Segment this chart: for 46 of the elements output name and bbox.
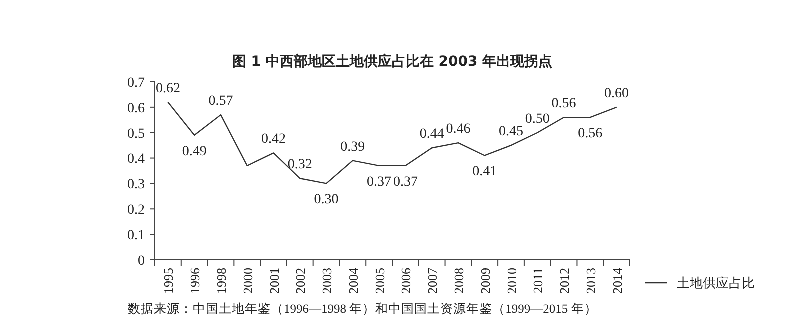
data-label: 0.45 xyxy=(499,124,524,140)
x-tick-label: 2012 xyxy=(557,268,572,294)
x-tick-label: 2004 xyxy=(346,268,361,294)
x-tick-label: 2014 xyxy=(610,268,625,294)
data-label: 0.37 xyxy=(367,174,392,190)
data-label: 0.39 xyxy=(340,140,366,155)
source-note: 数据来源：中国土地年鉴（1996—1998 年）和中国国土资源年鉴（1999—2015 年） xyxy=(128,302,598,316)
data-label: 0.42 xyxy=(262,132,286,148)
x-tick-label: 1996 xyxy=(188,268,203,294)
x-tick-label: 2006 xyxy=(398,268,414,294)
y-tick-label: 0.7 xyxy=(128,76,145,91)
data-label: 0.49 xyxy=(182,144,207,160)
y-tick-label: 0 xyxy=(138,254,145,269)
y-tick-label: 0.1 xyxy=(128,228,145,244)
y-tick-label: 0.6 xyxy=(128,101,145,116)
x-tick-label: 1995 xyxy=(161,268,176,294)
data-label: 0.32 xyxy=(288,158,312,173)
data-label: 0.57 xyxy=(208,94,234,110)
data-label: 0.50 xyxy=(525,112,550,127)
x-tick-label: 2013 xyxy=(583,268,598,294)
x-tick-label: 2005 xyxy=(372,268,388,294)
x-tick-label: 2002 xyxy=(293,268,308,294)
x-tick-label: 2001 xyxy=(266,268,282,294)
data-label: 0.30 xyxy=(314,192,339,208)
data-label: 0.44 xyxy=(420,127,444,142)
data-label: 0.62 xyxy=(156,81,180,96)
legend-label: 土地供应占比 xyxy=(677,276,755,292)
data-label: 0.56 xyxy=(552,96,576,112)
y-tick-label: 0.2 xyxy=(128,203,145,218)
data-label: 0.41 xyxy=(472,164,498,180)
x-tick-label: 2008 xyxy=(451,268,466,294)
data-label: 0.37 xyxy=(393,174,418,190)
y-tick-label: 0.5 xyxy=(128,126,145,142)
data-label: 0.56 xyxy=(578,126,603,142)
x-tick-label: 1998 xyxy=(214,268,229,294)
x-tick-label: 2011 xyxy=(530,268,546,294)
x-tick-label: 2010 xyxy=(504,268,520,294)
y-tick-label: 0.4 xyxy=(128,152,145,168)
y-tick-label: 0.3 xyxy=(128,178,145,193)
x-tick-label: 2000 xyxy=(240,268,256,294)
data-label: 0.46 xyxy=(446,122,471,138)
data-label: 0.60 xyxy=(604,86,630,102)
x-tick-label: 2003 xyxy=(320,268,335,294)
x-tick-label: 2009 xyxy=(478,268,493,294)
x-tick-label: 2007 xyxy=(425,268,440,294)
chart-title: 图 1 中西部地区土地供应占比在 2003 年出现拐点 xyxy=(232,53,553,70)
